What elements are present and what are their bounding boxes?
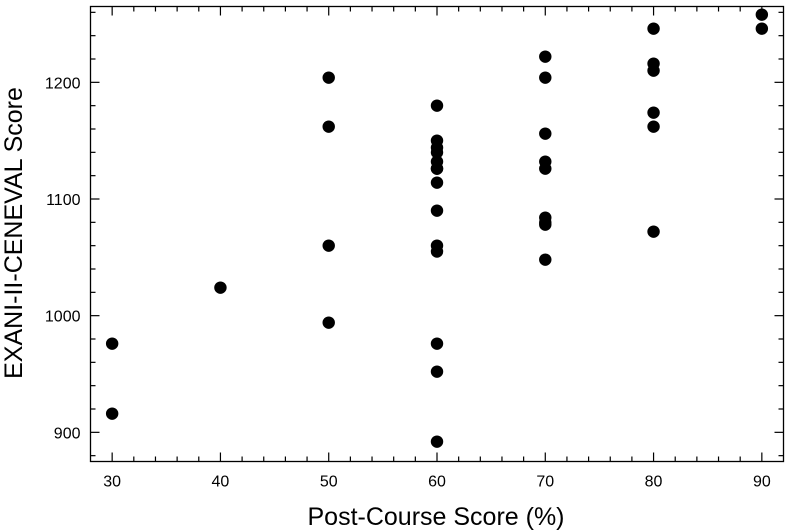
y-tick-label: 1100: [46, 192, 81, 209]
data-point: [539, 71, 552, 84]
plot-frame: [89, 5, 785, 463]
x-tick-label: 70: [536, 474, 554, 491]
x-tick-label: 90: [753, 474, 771, 491]
data-points: [105, 8, 769, 448]
data-point: [539, 162, 552, 175]
data-point: [214, 281, 227, 294]
data-point: [322, 120, 335, 133]
data-point: [322, 71, 335, 84]
x-axis-title: Post-Course Score (%): [307, 503, 564, 531]
data-point: [430, 146, 444, 159]
y-tick-label: 1200: [45, 75, 81, 92]
y-axis-title: EXANI-II-CENEVAL Score: [0, 87, 28, 379]
data-point: [755, 8, 769, 21]
data-point: [430, 99, 444, 112]
axis-ticks: [90, 6, 784, 462]
data-point: [647, 22, 660, 35]
data-point: [755, 22, 769, 35]
data-point: [430, 162, 444, 175]
x-tick-label: 30: [103, 474, 121, 491]
data-point: [430, 176, 444, 189]
data-point: [322, 316, 335, 329]
x-tick-label: 80: [645, 474, 663, 491]
data-point: [430, 435, 444, 448]
data-point: [539, 127, 552, 140]
data-point: [430, 204, 444, 217]
data-point: [430, 365, 444, 378]
data-point: [539, 216, 552, 229]
data-point: [539, 253, 552, 266]
data-point: [430, 245, 444, 258]
y-tick-label: 1000: [45, 309, 81, 326]
data-point: [322, 239, 335, 252]
data-point: [105, 407, 119, 420]
data-point: [105, 337, 119, 350]
x-tick-label: 50: [320, 474, 338, 491]
data-point: [647, 64, 660, 77]
x-tick-label: 40: [212, 474, 230, 491]
data-point: [647, 225, 660, 238]
data-point: [647, 106, 660, 119]
x-tick-label: 60: [428, 474, 446, 491]
y-tick-label: 900: [54, 425, 81, 442]
data-point: [647, 120, 660, 133]
axis-tick-labels: 30 40 50 60 70 80 90 900 1000 1100 1200: [45, 75, 771, 490]
data-point: [539, 50, 552, 63]
data-point: [430, 337, 444, 350]
